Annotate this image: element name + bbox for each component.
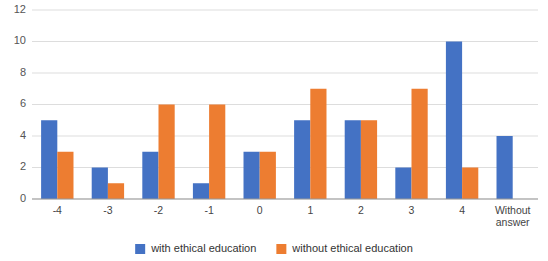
- grid-line: [32, 199, 538, 200]
- bars: [41, 42, 513, 200]
- x-axis: -4 -3 -2 -1 0 1 2 3 4 Withoutanswer: [32, 199, 538, 228]
- legend-swatch: [276, 244, 286, 254]
- legend-swatch: [135, 244, 145, 254]
- bar: [41, 120, 57, 199]
- bar: [497, 136, 513, 199]
- x-tick-label: -2: [154, 204, 163, 216]
- y-tick-label: 0: [20, 192, 26, 204]
- bar: [209, 105, 225, 200]
- chart-container: 024681012-4-3-2-101234Withoutanswerwith …: [0, 0, 548, 261]
- x-tick-label: 0: [257, 204, 263, 216]
- x-tick-label-line: -4: [53, 204, 62, 216]
- bar: [142, 152, 158, 199]
- bar: [294, 120, 310, 199]
- x-tick-label: 1: [307, 204, 313, 216]
- x-tick-label-line: 0: [257, 204, 263, 216]
- bar: [159, 105, 175, 200]
- bar: [244, 152, 260, 199]
- y-tick-label: 8: [20, 66, 26, 78]
- bar: [446, 42, 462, 200]
- x-tick-label-line: -2: [154, 204, 163, 216]
- x-tick-label-line: answer: [496, 216, 530, 228]
- x-tick-label: -3: [103, 204, 112, 216]
- x-tick-label: -1: [204, 204, 213, 216]
- y-axis: 0 2 4 6 8 10 12: [14, 3, 538, 204]
- bar: [260, 152, 276, 199]
- x-tick-label-line: 1: [307, 204, 313, 216]
- x-tick-label-line: -3: [103, 204, 112, 216]
- bar: [395, 168, 411, 200]
- series: [41, 42, 513, 200]
- bar: [361, 120, 377, 199]
- grid-line: [32, 136, 538, 137]
- bar: [412, 89, 428, 199]
- x-tick-label: Withoutanswer: [495, 204, 531, 228]
- bar: [310, 89, 326, 199]
- grid-line: [32, 10, 538, 11]
- legend-label: with ethical education: [150, 242, 256, 254]
- grid-line: [32, 104, 538, 105]
- bar: [108, 183, 124, 199]
- x-tick-label: 3: [409, 204, 415, 216]
- x-tick-label-line: Without: [495, 204, 531, 216]
- y-tick-label: 12: [14, 3, 26, 15]
- y-tick-label: 4: [20, 129, 26, 141]
- x-tick-label: 4: [459, 204, 465, 216]
- bar: [57, 152, 73, 199]
- x-tick-label: 2: [358, 204, 364, 216]
- y-tick-label: 6: [20, 97, 26, 109]
- bar: [345, 120, 361, 199]
- x-axis-line: [32, 199, 538, 200]
- bar: [462, 168, 478, 200]
- legend: with ethical education without ethical ed…: [135, 242, 413, 254]
- x-tick-label-line: -1: [204, 204, 213, 216]
- x-tick-label-line: 2: [358, 204, 364, 216]
- y-tick-label: 10: [14, 34, 26, 46]
- grid-line: [32, 41, 538, 42]
- legend-item: with ethical education: [135, 242, 256, 254]
- y-tick-label: 2: [20, 160, 26, 172]
- series: [57, 89, 478, 199]
- background: [0, 0, 548, 261]
- x-tick-label-line: 3: [409, 204, 415, 216]
- grid-line: [32, 73, 538, 74]
- legend-label: without ethical education: [291, 242, 412, 254]
- bar: [92, 168, 108, 200]
- legend-item: without ethical education: [276, 242, 412, 254]
- chart: 024681012-4-3-2-101234Withoutanswerwith …: [0, 0, 548, 261]
- x-tick-label-line: 4: [459, 204, 465, 216]
- x-tick-label: -4: [53, 204, 62, 216]
- bar: [193, 183, 209, 199]
